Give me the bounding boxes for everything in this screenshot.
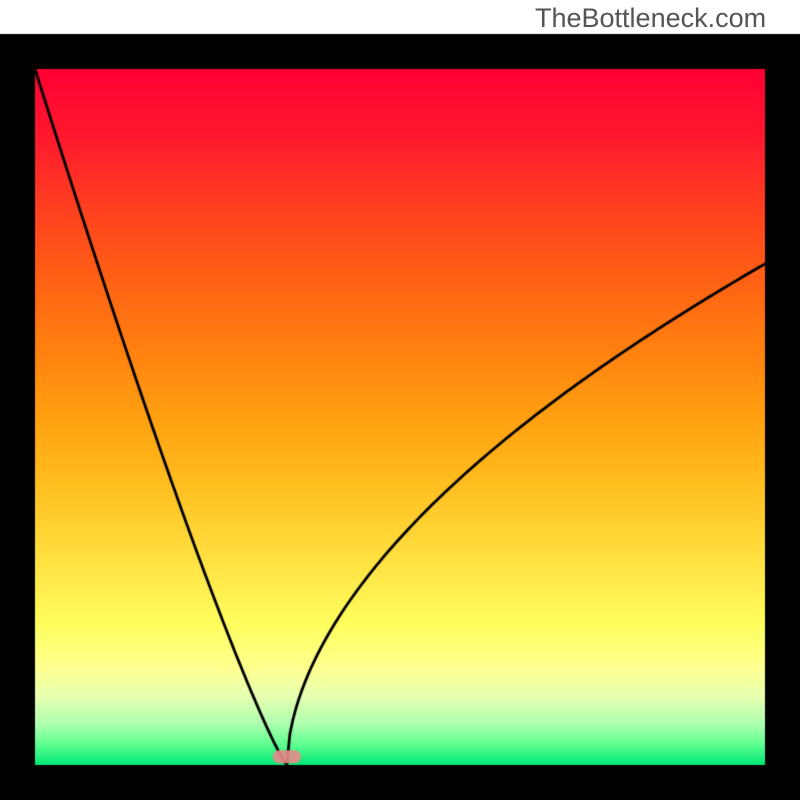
watermark-text: TheBottleneck.com — [535, 3, 766, 34]
chart-container: TheBottleneck.com — [0, 0, 800, 800]
bottleneck-chart-canvas — [0, 0, 800, 800]
